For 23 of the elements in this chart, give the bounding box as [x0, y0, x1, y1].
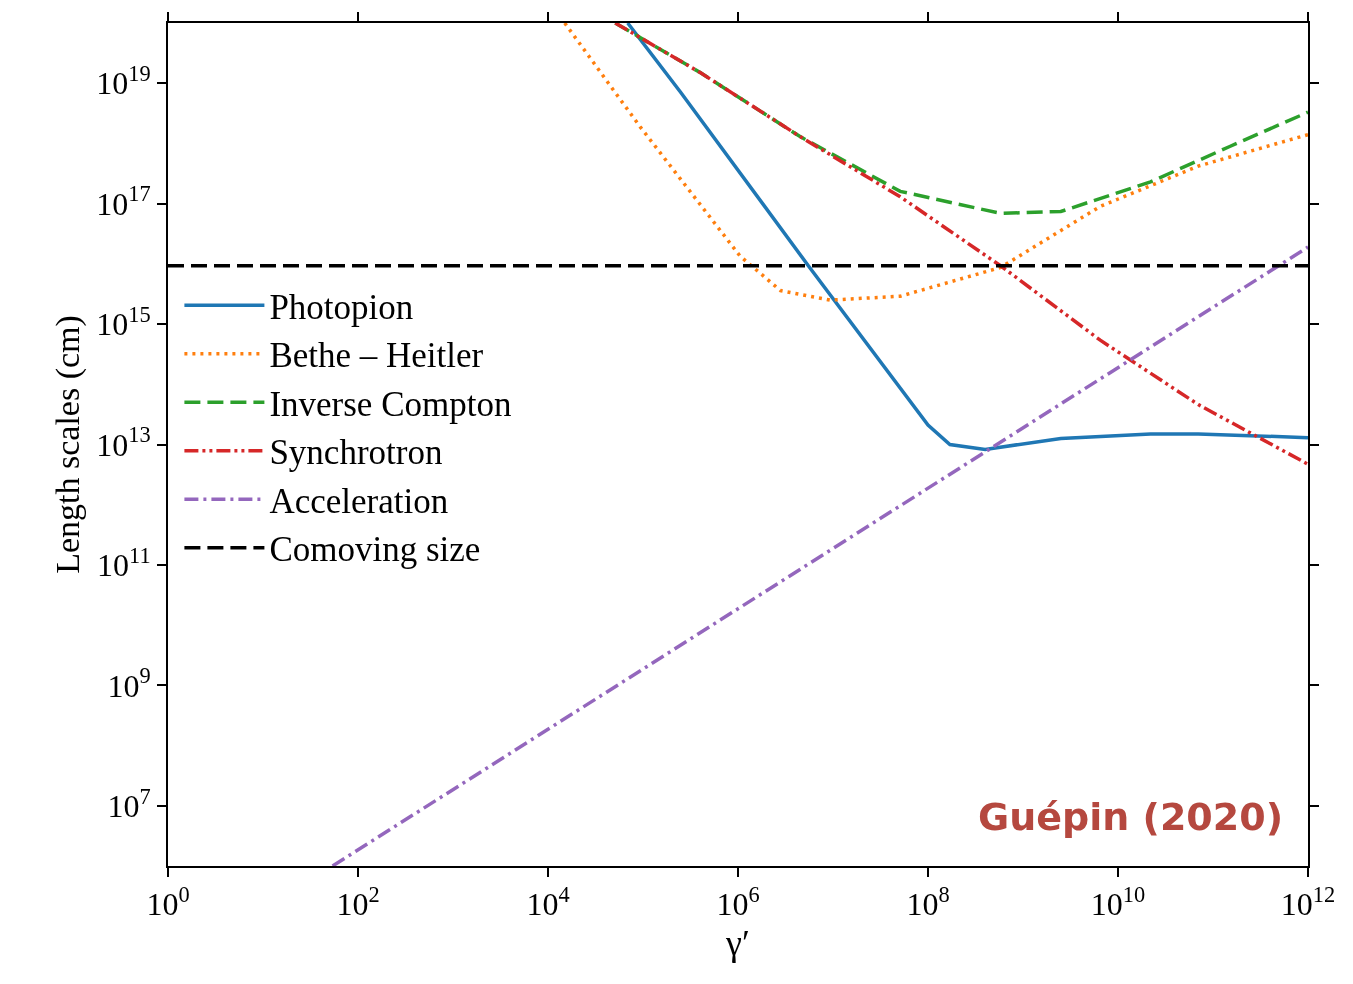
legend-label: Bethe – Heitler: [269, 336, 484, 376]
y-tick-label: 10$^{19}$: [96, 60, 151, 102]
legend-label: Comoving size: [269, 530, 481, 570]
x-tick-label: 10$^{4}$: [526, 881, 570, 923]
legend-label: Synchrotron: [269, 433, 443, 473]
x-tick-label: 10$^{0}$: [146, 881, 190, 923]
x-tick-label: 10$^{8}$: [906, 881, 950, 923]
y-tick-label: 10$^{11}$: [97, 542, 151, 584]
x-tick-label: 10$^{6}$: [716, 881, 760, 923]
x-tick-label: 10$^{12}$: [1280, 881, 1336, 923]
y-tick-label: 10$^{17}$: [96, 181, 151, 222]
legend-label: Acceleration: [269, 481, 449, 521]
y-tick-label: 10$^{7}$: [107, 783, 151, 824]
y-tick-label: 10$^{15}$: [96, 301, 151, 343]
y-tick-label: 10$^{9}$: [107, 663, 151, 704]
x-tick-label: 10$^{2}$: [336, 881, 380, 923]
annotation: Guépin (2020): [978, 795, 1284, 839]
y-tick-label: 10$^{13}$: [96, 422, 151, 463]
legend-label: Photopion: [269, 287, 414, 327]
y-axis-title: Length scales (cm): [49, 315, 88, 574]
legend-label: Inverse Compton: [269, 384, 512, 424]
x-axis-title: γ′: [725, 922, 750, 963]
x-tick-label: 10$^{10}$: [1090, 881, 1146, 923]
